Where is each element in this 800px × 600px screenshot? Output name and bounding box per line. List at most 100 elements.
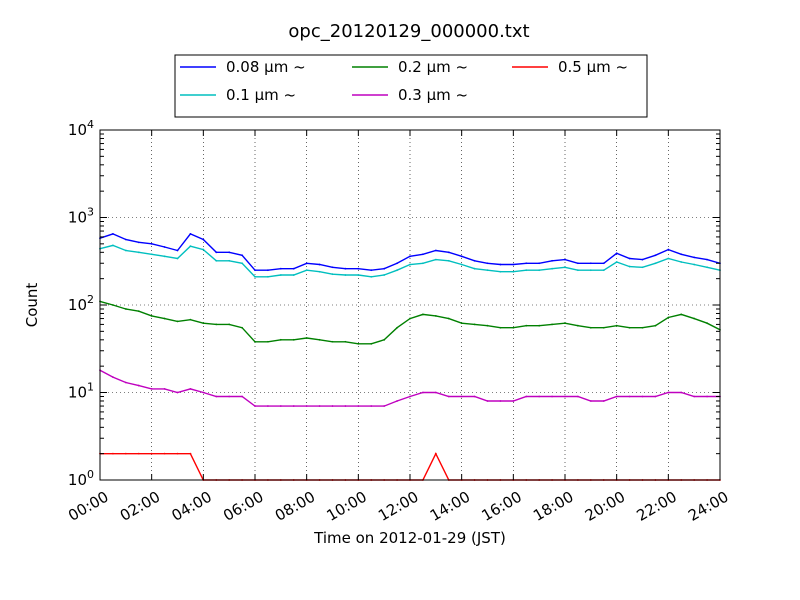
data-point [383,274,386,276]
data-point [344,405,347,407]
data-point [137,241,140,244]
data-point [150,452,153,455]
data-point [202,238,205,241]
data-point [331,405,334,407]
data-point [551,267,553,270]
data-point [215,395,218,398]
data-point [396,269,398,272]
data-point [577,395,579,398]
data-point [189,245,192,248]
data-point [615,252,618,255]
data-point [176,249,179,252]
data-point [137,310,140,313]
data-point [292,274,295,276]
data-point [150,253,153,256]
data-point [409,317,411,320]
data-point [331,340,334,343]
data-point [163,246,166,248]
data-point [112,232,114,235]
data-point [254,275,256,278]
data-point [305,262,308,265]
data-point [693,395,696,398]
data-point [564,266,566,269]
data-point [292,338,295,341]
y-axis-label: Count [23,283,41,328]
data-point [615,395,618,398]
data-point [422,262,424,265]
data-point [357,342,360,345]
data-point [176,452,179,455]
data-point [279,267,282,270]
data-point [422,391,424,394]
data-point [422,253,424,256]
data-point [654,254,657,257]
data-point [447,259,450,262]
data-point [383,338,386,341]
data-point [641,395,644,398]
grid [100,130,720,480]
data-point [706,395,708,398]
data-point [215,251,218,254]
data-point [176,257,179,260]
data-point [551,395,553,398]
data-point [693,256,696,259]
legend-label: 0.08 μm ~ [226,58,306,76]
data-point [150,387,153,390]
data-point [654,324,657,327]
data-point [241,395,243,398]
data-point [486,262,489,265]
data-point [370,342,373,345]
data-point [267,269,269,272]
data-point [667,257,670,260]
data-point [680,261,683,263]
data-point [279,338,282,341]
data-point [680,313,683,316]
data-point [667,391,670,394]
data-point [486,324,489,327]
data-point [370,269,373,272]
data-point [512,270,515,273]
data-point [163,387,166,390]
data-point [589,262,592,265]
data-point [279,405,282,407]
data-point [564,258,566,261]
data-point [124,308,127,310]
data-point [589,269,592,272]
data-point [628,395,631,398]
data-point [473,267,476,270]
data-point [706,258,708,261]
data-point [486,269,489,272]
data-point [706,322,708,325]
data-point [228,323,231,326]
data-point [447,251,450,254]
data-point [331,266,334,269]
legend-label: 0.3 μm ~ [398,86,468,104]
data-point [383,267,386,270]
data-point [525,269,528,272]
data-point [486,400,489,402]
data-point [434,249,437,252]
data-point [254,340,256,343]
data-point [189,387,192,390]
data-point [628,257,631,260]
data-point [422,313,424,316]
data-point [344,267,347,270]
data-point [602,269,605,272]
legend-label: 0.5 μm ~ [558,58,628,76]
data-point [124,238,127,241]
data-point [305,405,308,407]
data-point [564,322,566,325]
data-point [641,266,644,269]
data-point [577,269,579,272]
data-point [241,254,243,257]
data-point [538,324,541,327]
data-point [589,400,592,402]
legend: 0.08 μm ~ 0.1 μm ~ 0.2 μm ~ 0.3 μm ~ 0.5 μm … [174,54,648,118]
data-point [228,259,231,262]
data-point [525,324,528,327]
data-point [254,405,256,407]
data-point [693,317,696,320]
data-point [538,269,541,272]
data-point [615,261,618,263]
